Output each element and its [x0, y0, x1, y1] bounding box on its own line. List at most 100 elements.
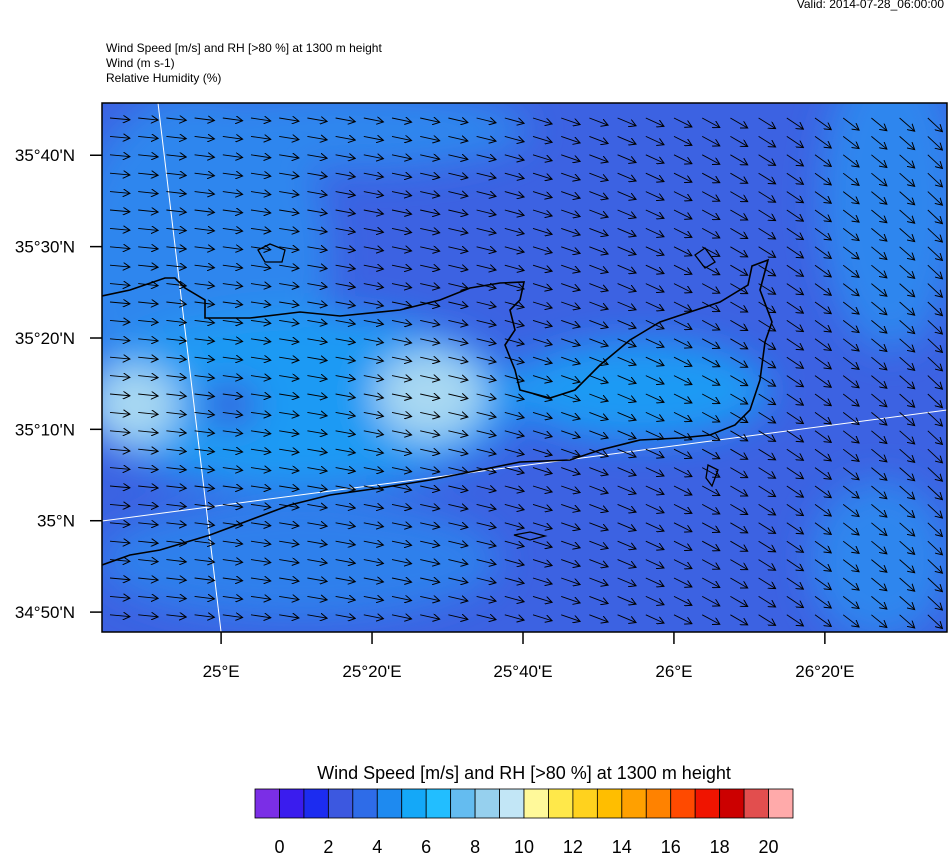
wind-arrow	[363, 541, 384, 545]
wind-arrow	[138, 302, 158, 304]
wind-arrow	[448, 265, 467, 270]
colorbar-label: 20	[759, 837, 779, 854]
wind-arrow	[194, 541, 215, 544]
colorbar-label: 4	[372, 837, 382, 854]
wind-arrow	[250, 449, 271, 452]
wind-arrow	[673, 172, 692, 182]
wind-arrow	[758, 467, 776, 479]
wind-arrow	[617, 191, 636, 200]
wind-arrow	[166, 155, 186, 157]
wind-arrow	[194, 431, 215, 434]
wind-arrow	[448, 118, 467, 123]
wind-arrow	[730, 559, 747, 570]
wind-arrow	[138, 339, 158, 341]
coastline	[102, 258, 773, 566]
wind-arrow	[561, 595, 580, 603]
wind-arrow	[617, 485, 636, 494]
wind-arrow	[701, 301, 720, 311]
wind-arrow	[927, 264, 943, 279]
wind-arrow	[532, 227, 552, 234]
wind-arrow	[899, 412, 915, 425]
wind-arrow	[673, 411, 692, 421]
wind-arrow	[842, 283, 859, 296]
wind-arrow	[532, 614, 552, 621]
wind-arrow	[532, 135, 552, 142]
wind-arrow	[476, 265, 496, 270]
wind-arrow	[927, 522, 943, 537]
wind-arrow	[701, 209, 720, 219]
wind-arrow	[363, 523, 384, 527]
colorbar-box	[499, 788, 525, 819]
wind-arrow	[391, 596, 412, 600]
wind-arrow	[335, 523, 356, 527]
wind-arrow	[504, 264, 524, 270]
wind-arrow	[842, 467, 859, 480]
wind-arrow	[420, 615, 440, 619]
wind-arrow	[645, 614, 664, 623]
wind-arrow	[561, 393, 580, 401]
wind-arrow	[645, 540, 664, 549]
wind-arrow	[730, 504, 747, 514]
wind-arrow	[927, 136, 943, 150]
wind-arrow	[222, 394, 243, 397]
wind-arrow	[786, 596, 804, 607]
wind-arrow	[391, 541, 412, 545]
wind-arrow	[871, 448, 886, 462]
wind-arrow	[645, 375, 664, 384]
wind-arrow	[448, 394, 467, 399]
wind-arrow	[927, 191, 943, 206]
wind-arrow	[814, 228, 831, 240]
wind-arrow	[391, 449, 412, 453]
wind-arrow	[166, 320, 186, 322]
wind-arrow	[222, 523, 243, 526]
wind-arrow	[279, 228, 299, 231]
wind-arrow	[307, 376, 327, 379]
wind-arrow	[786, 136, 804, 147]
wind-arrow	[166, 118, 186, 120]
wind-arrow	[279, 523, 299, 526]
wind-arrow	[842, 246, 859, 259]
wind-arrow	[701, 172, 720, 182]
wind-arrow	[250, 210, 271, 213]
wind-arrow	[391, 265, 412, 269]
wind-arrow	[250, 486, 271, 489]
wind-arrow	[335, 228, 356, 232]
wind-arrow	[617, 264, 636, 273]
wind-arrow	[786, 577, 804, 589]
wind-arrow	[730, 246, 747, 257]
colorbar-box	[401, 788, 427, 819]
wind-arrow	[138, 615, 158, 617]
wind-arrow	[814, 172, 831, 185]
wind-arrow	[363, 431, 384, 435]
wind-arrow	[279, 431, 299, 434]
wind-arrow	[109, 596, 130, 598]
wind-arrow	[617, 227, 636, 236]
wind-arrow	[250, 302, 271, 305]
colorbar-label: 12	[563, 837, 583, 854]
wind-arrow	[814, 577, 831, 590]
wind-arrow	[645, 191, 664, 200]
wind-arrow	[617, 375, 636, 384]
wind-arrow	[645, 393, 664, 402]
wind-arrow	[335, 265, 356, 269]
wind-arrow	[307, 228, 327, 231]
wind-arrow	[730, 448, 747, 459]
wind-arrow	[250, 504, 271, 507]
wind-arrow	[279, 468, 299, 471]
wind-arrow	[222, 596, 243, 599]
wind-arrow	[814, 283, 831, 296]
wind-arrow	[194, 118, 215, 121]
wind-arrow	[701, 485, 720, 495]
wind-arrow	[391, 412, 412, 416]
wind-arrow	[645, 356, 664, 365]
wind-arrow	[645, 559, 664, 568]
wind-arrow	[250, 192, 271, 195]
wind-arrow	[871, 283, 886, 297]
wind-arrow	[532, 264, 552, 271]
wind-arrow	[166, 504, 186, 506]
wind-arrow	[307, 320, 327, 323]
wind-arrow	[279, 615, 299, 618]
wind-arrow	[363, 560, 384, 564]
wind-arrow	[222, 560, 243, 563]
wind-arrow	[589, 117, 608, 125]
